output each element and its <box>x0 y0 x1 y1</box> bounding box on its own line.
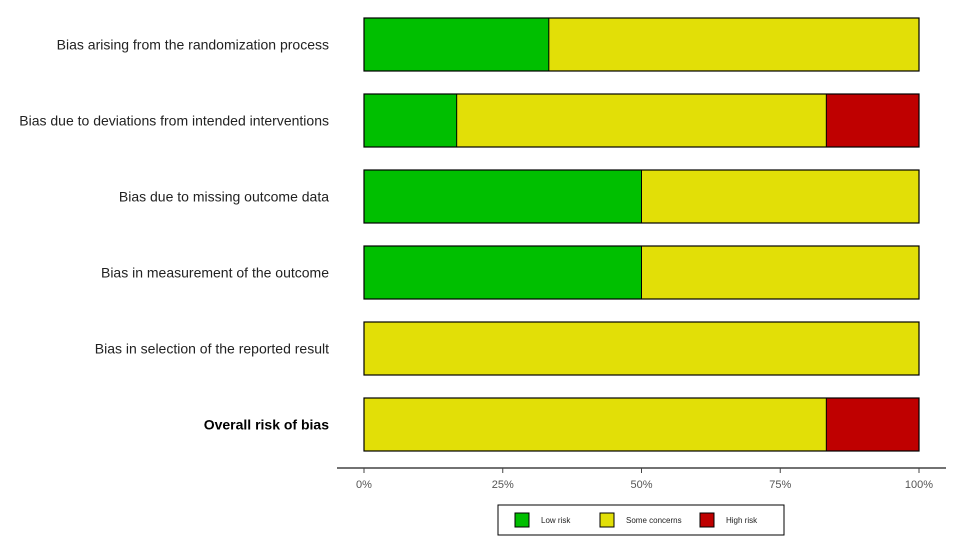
x-tick-label-0: 0% <box>356 479 372 491</box>
legend-swatch-high-risk <box>699 512 715 528</box>
legend-swatch-some-concerns <box>599 512 615 528</box>
bar-segment-low-risk-4 <box>364 246 642 299</box>
row-labels: Bias arising from the randomization proc… <box>19 37 329 433</box>
bar-segment-some-concerns-3 <box>641 170 919 223</box>
x-tick-label-25: 25% <box>492 479 514 491</box>
bar-outline-6 <box>363 397 920 452</box>
bar-segment-some-concerns-2 <box>456 94 827 147</box>
row-label-overall-risk-of-bias: Overall risk of bias <box>204 417 329 433</box>
row-label-bias-due-to-deviations-from-intended-interventions: Bias due to deviations from intended int… <box>19 113 329 129</box>
bar-segment-low-risk-3 <box>364 170 642 223</box>
x-tick-label-100: 100% <box>905 479 933 491</box>
legend: Low risk Some concerns High risk <box>497 504 785 536</box>
bar-segment-some-concerns-5 <box>364 322 919 375</box>
legend-swatch-low-risk <box>514 512 530 528</box>
bar-segment-some-concerns-6 <box>364 398 827 451</box>
bar-segment-high-risk-6 <box>826 398 919 451</box>
bar-outline-1 <box>363 17 920 72</box>
x-tick-label-50: 50% <box>630 479 652 491</box>
legend-box <box>497 504 785 536</box>
stacked-bars <box>363 17 920 452</box>
bar-segment-some-concerns-4 <box>641 246 919 299</box>
x-tick-label-75: 75% <box>769 479 791 491</box>
x-axis: 0% 25% 50% 75% 100% <box>337 467 946 491</box>
row-label-bias-in-selection-of-the-reported-result: Bias in selection of the reported result <box>95 341 329 357</box>
bar-outline-5 <box>363 321 920 376</box>
bar-segment-low-risk-1 <box>364 18 549 71</box>
row-label-bias-arising-from-the-randomization-process: Bias arising from the randomization proc… <box>57 37 329 53</box>
row-label-bias-in-measurement-of-the-outcome: Bias in measurement of the outcome <box>101 265 329 281</box>
legend-label-some-concerns: Some concerns <box>626 516 682 525</box>
bar-segment-some-concerns-1 <box>548 18 919 71</box>
bar-segment-low-risk-2 <box>364 94 457 147</box>
legend-label-high-risk: High risk <box>726 516 758 525</box>
bar-outline-2 <box>363 93 920 148</box>
bar-segment-high-risk-2 <box>826 94 919 147</box>
legend-label-low-risk: Low risk <box>541 516 571 525</box>
row-label-bias-due-to-missing-outcome-data: Bias due to missing outcome data <box>119 189 329 205</box>
